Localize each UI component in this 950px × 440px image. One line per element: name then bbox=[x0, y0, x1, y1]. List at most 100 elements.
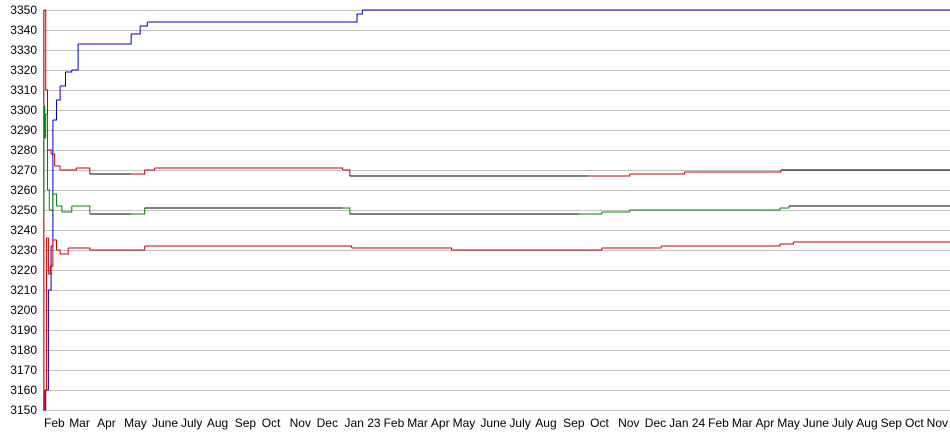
series-segment bbox=[342, 207, 351, 214]
y-tick-label: 3300 bbox=[10, 103, 37, 117]
series-segment bbox=[342, 245, 353, 248]
series-segment bbox=[779, 206, 790, 209]
series-segment bbox=[779, 242, 794, 245]
y-tick-label: 3150 bbox=[10, 403, 37, 417]
series-segment bbox=[56, 86, 61, 101]
series-segment bbox=[122, 34, 132, 45]
series-segment bbox=[351, 247, 453, 250]
series-segment bbox=[140, 22, 148, 27]
series-segment bbox=[342, 169, 351, 176]
series-segment bbox=[61, 206, 73, 213]
series-segment bbox=[601, 246, 662, 249]
y-tick-label: 3170 bbox=[10, 363, 37, 377]
y-tick-label: 3180 bbox=[10, 343, 37, 357]
y-tick-label: 3320 bbox=[10, 63, 37, 77]
series-segment bbox=[60, 248, 69, 255]
x-tick-label: Nov bbox=[618, 416, 639, 430]
x-tick-label: Oct bbox=[590, 416, 609, 430]
y-tick-label: 3160 bbox=[10, 383, 37, 397]
y-tick-label: 3200 bbox=[10, 303, 37, 317]
y-tick-label: 3260 bbox=[10, 183, 37, 197]
y-tick-label: 3330 bbox=[10, 43, 37, 57]
series-segment bbox=[588, 248, 603, 251]
x-tick-label: July bbox=[181, 416, 202, 430]
series-segment bbox=[131, 170, 146, 175]
series-segment bbox=[51, 153, 56, 166]
x-tick-label: July bbox=[509, 416, 530, 430]
series-segment bbox=[154, 167, 344, 170]
series-segment bbox=[661, 244, 781, 247]
y-tick-label: 3270 bbox=[10, 163, 37, 177]
series-segment bbox=[56, 205, 63, 212]
series-segment bbox=[144, 168, 156, 171]
x-tick-label: Nov bbox=[290, 416, 311, 430]
y-tick-label: 3340 bbox=[10, 23, 37, 37]
x-tick-label: Feb bbox=[708, 416, 729, 430]
series-segment bbox=[65, 70, 73, 73]
series-segment bbox=[71, 205, 91, 214]
series-segment bbox=[52, 100, 57, 121]
series-segment bbox=[131, 208, 146, 215]
x-tick-label: Sep bbox=[563, 416, 585, 430]
x-tick-label: Sep bbox=[235, 416, 257, 430]
series-segment bbox=[56, 249, 61, 254]
series-segment bbox=[44, 238, 48, 391]
x-tick-label: Feb bbox=[384, 416, 405, 430]
series-segment bbox=[351, 14, 358, 23]
x-tick-label: Aug bbox=[207, 416, 228, 430]
x-tick-label: Aug bbox=[535, 416, 556, 430]
series-segment bbox=[52, 239, 57, 250]
series-segment bbox=[71, 44, 79, 71]
x-tick-label: May bbox=[777, 416, 800, 430]
x-tick-label: Jan 23 bbox=[345, 416, 381, 430]
series-segment bbox=[60, 72, 66, 87]
y-axis: 3150 3160 3170 3180 3190 3200 3210 3220 3230 3240… bbox=[10, 3, 37, 417]
x-tick-label: Jan 24 bbox=[669, 416, 705, 430]
series-segment bbox=[46, 237, 49, 274]
y-tick-label: 3210 bbox=[10, 283, 37, 297]
series-3 bbox=[43, 237, 950, 411]
y-tick-label: 3280 bbox=[10, 143, 37, 157]
series-segment bbox=[357, 10, 363, 15]
x-tick-label: June bbox=[480, 416, 506, 430]
series-segment bbox=[131, 246, 146, 251]
series-segment bbox=[629, 208, 781, 211]
series-segment bbox=[48, 246, 52, 291]
series-segment bbox=[131, 26, 141, 35]
x-tick-label: Apr bbox=[97, 416, 116, 430]
x-tick-label: Oct bbox=[905, 416, 924, 430]
x-tick-label: Feb bbox=[44, 416, 65, 430]
series-segment bbox=[52, 193, 57, 206]
x-tick-label: June bbox=[152, 416, 178, 430]
y-tick-label: 3290 bbox=[10, 123, 37, 137]
x-tick-label: May bbox=[124, 416, 147, 430]
x-tick-label: Aug bbox=[856, 416, 877, 430]
series-segment bbox=[684, 170, 782, 173]
series-segment bbox=[54, 165, 61, 170]
series-segment bbox=[47, 189, 50, 210]
series-segment bbox=[589, 174, 631, 177]
y-tick-label: 3220 bbox=[10, 263, 37, 277]
series-segment bbox=[47, 149, 52, 154]
y-tick-label: 3250 bbox=[10, 203, 37, 217]
x-tick-label: Mar bbox=[732, 416, 753, 430]
x-axis: Feb Mar Apr May June July Aug Sep Oct Nov Dec Jan 2… bbox=[44, 416, 948, 430]
y-tick-label: 3190 bbox=[10, 323, 37, 337]
series-segment bbox=[48, 266, 51, 275]
series-segment bbox=[579, 212, 603, 215]
y-tick-label: 3310 bbox=[10, 83, 37, 97]
x-tick-label: Apr bbox=[756, 416, 775, 430]
x-tick-label: July bbox=[832, 416, 853, 430]
x-tick-label: Mar bbox=[69, 416, 90, 430]
x-tick-label: Sep bbox=[881, 416, 903, 430]
series-segment bbox=[51, 120, 54, 247]
series-lines bbox=[43, 9, 950, 411]
y-tick-label: 3350 bbox=[10, 3, 37, 17]
series-segment bbox=[43, 9, 47, 90]
y-tick-label: 3230 bbox=[10, 243, 37, 257]
x-tick-label: Dec bbox=[317, 416, 338, 430]
series-segment bbox=[45, 113, 48, 190]
series-segment bbox=[68, 247, 91, 250]
gridlines bbox=[43, 10, 950, 411]
